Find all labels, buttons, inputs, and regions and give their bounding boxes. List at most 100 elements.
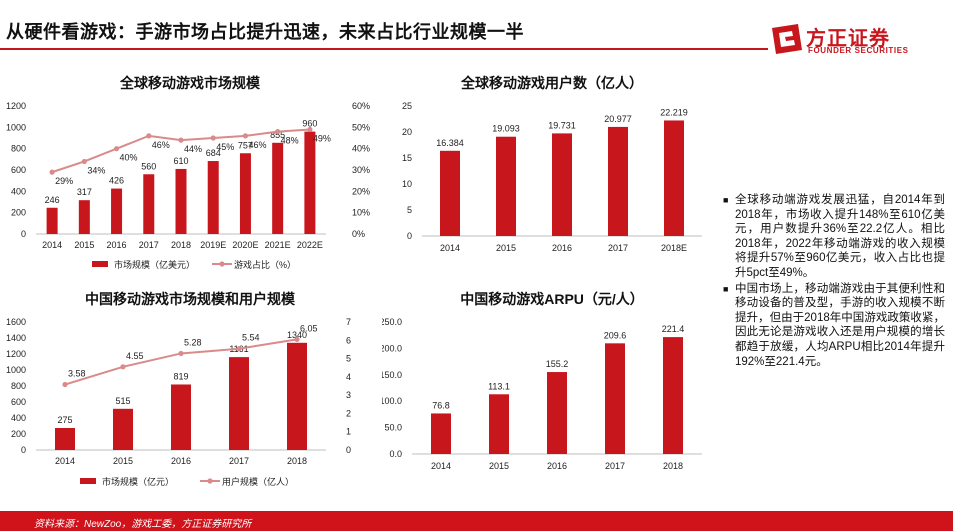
founder-logo-icon: [772, 24, 802, 54]
bar: [143, 174, 155, 234]
side-commentary: ■ 全球移动端游戏发展迅猛，自2014年到2018年，市场收入提升148%至61…: [723, 193, 945, 370]
chart-global-market-size: 全球移动游戏市场规模 0 200 400 600 800 1000 1200 0% 10% 20% 3…: [6, 75, 370, 270]
bar: [440, 150, 460, 236]
legend-swatch: [80, 478, 96, 484]
y2-tick-label: 20%: [352, 186, 370, 196]
x-tick-label: 2020E: [232, 240, 258, 250]
x-tick-label: 2015: [489, 461, 509, 471]
line-point: [294, 336, 300, 342]
x-tick-label: 2015: [74, 240, 94, 250]
y-tick-label: 15: [402, 153, 412, 163]
source-note: 资料来源：NewZoo，游戏工委，方正证券研究所: [34, 519, 252, 530]
bar-data-label: 684: [206, 148, 221, 158]
line-data-label: 48%: [281, 136, 299, 146]
square-bullet-icon: ■: [723, 195, 729, 205]
bar: [489, 394, 509, 454]
line-data-label: 5.54: [242, 333, 260, 343]
bar-data-label: 757: [238, 140, 253, 150]
line-point: [146, 133, 152, 139]
bar: [239, 153, 251, 234]
x-tick-label: 2016: [171, 456, 191, 466]
y-tick-label: 800: [11, 144, 26, 154]
x-tick-label: 2018: [663, 461, 683, 471]
x-tick-label: 2015: [113, 456, 133, 466]
legend-label: 市场规模（亿元）: [102, 476, 174, 487]
logo-text-en: FOUNDER SECURITIES: [808, 46, 909, 55]
x-tick-label: 2017: [608, 243, 628, 253]
x-tick-label: 2014: [55, 456, 75, 466]
line-data-label: 46%: [152, 140, 170, 150]
y-tick-label: 0: [407, 231, 412, 241]
bar-data-label: 819: [173, 371, 188, 381]
x-tick-label: 2014: [42, 240, 62, 250]
line-data-label: 45%: [216, 142, 234, 152]
bar: [229, 357, 249, 450]
y-tick-label: 1200: [6, 349, 26, 359]
x-tick-label: 2014: [440, 243, 460, 253]
bar: [608, 126, 628, 236]
y-tick-label: 0.0: [389, 449, 402, 459]
y2-tick-label: 5: [346, 354, 351, 364]
bar-data-label: 560: [141, 161, 156, 171]
x-tick-label: 2022E: [297, 240, 323, 250]
line-point: [81, 158, 87, 165]
x-tick-label: 2015: [496, 243, 516, 253]
line-point: [120, 364, 126, 370]
y-tick-label: 250.0: [382, 317, 402, 327]
y-tick-label: 1000: [6, 365, 26, 375]
y-tick-label: 1200: [6, 101, 26, 111]
y-tick-label: 600: [11, 397, 26, 407]
line-data-label: 3.58: [68, 369, 86, 379]
bar: [78, 200, 90, 234]
y-tick-label: 25: [402, 101, 412, 111]
legend-swatch: [219, 261, 225, 267]
line-data-label: 6.05: [300, 323, 318, 333]
x-tick-label: 2016: [547, 461, 567, 471]
y-tick-label: 200: [11, 429, 26, 439]
x-tick-label: 2016: [107, 240, 127, 250]
bar-data-label: 515: [115, 396, 130, 406]
bar-data-label: 246: [45, 195, 60, 205]
chart-global-users: 全球移动游戏用户数（亿人） 0 5 10 15 20 25 2014 2015 2016 2017 2…: [402, 75, 702, 253]
chart-title: 全球移动游戏用户数（亿人）: [460, 75, 643, 91]
bar-data-label: 221.4: [662, 324, 685, 334]
line-point: [113, 146, 120, 152]
logo-text-cn: 方正证券: [806, 28, 890, 50]
footer-bar: 资料来源：NewZoo，游戏工委，方正证券研究所: [0, 511, 953, 531]
line-point: [275, 129, 281, 135]
bar-data-label: 855: [270, 130, 285, 140]
y-tick-label: 200: [11, 208, 26, 218]
y-tick-label: 800: [11, 381, 26, 391]
x-tick-label: 2016: [552, 243, 572, 253]
line-point: [49, 169, 55, 175]
bar-data-label: 19.093: [492, 124, 520, 134]
line-data-label: 46%: [248, 140, 266, 150]
y2-tick-label: 0: [346, 445, 351, 455]
legend-label: 市场规模（亿美元）: [114, 259, 195, 270]
y2-tick-label: 50%: [352, 122, 370, 132]
line-point: [307, 126, 313, 133]
title-rule: [0, 48, 768, 50]
bar-data-label: 16.384: [436, 138, 464, 148]
line-point: [62, 381, 68, 388]
line-data-label: 44%: [184, 144, 202, 154]
bar: [55, 428, 75, 450]
y-tick-label: 1600: [6, 317, 26, 327]
line-data-label: 4.55: [126, 351, 144, 361]
bar-data-label: 113.1: [488, 381, 510, 391]
x-tick-label: 2017: [605, 461, 625, 471]
y-tick-label: 0: [21, 229, 26, 239]
y-tick-label: 5: [407, 205, 412, 215]
bar: [113, 408, 133, 450]
legend-swatch: [207, 478, 213, 484]
bar: [431, 413, 451, 454]
y-tick-label: 100.0: [382, 396, 402, 406]
commentary-bullet-2: ■ 中国市场上，移动端游戏由于其便利性和移动设备的普及型，手游的收入规模不断提升…: [723, 282, 945, 370]
bar: [272, 142, 284, 234]
y2-tick-label: 7: [346, 317, 351, 327]
slide-header: 从硬件看游戏：手游市场占比提升迅速，未来占比行业规模一半 方正证券 FOUNDE…: [0, 0, 953, 62]
x-tick-label: 2017: [229, 456, 249, 466]
y-tick-label: 50.0: [384, 423, 402, 433]
y2-tick-label: 1: [346, 427, 351, 437]
y2-tick-label: 4: [346, 372, 351, 382]
